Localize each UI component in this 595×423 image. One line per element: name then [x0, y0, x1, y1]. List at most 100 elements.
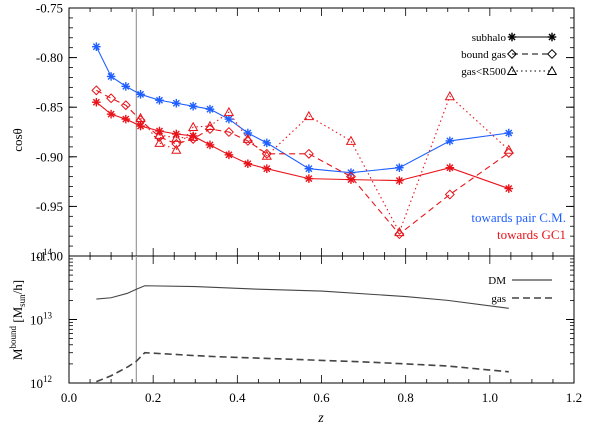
bottom-ytick-label: 1012	[30, 374, 52, 391]
bottom-y-axis-label: Mbound [Msun/h]	[8, 280, 27, 360]
xtick-label: 0.6	[313, 390, 330, 405]
data-point-asterisk	[395, 163, 404, 173]
asterisk-stroke	[548, 33, 556, 41]
legend-marker-triangle	[546, 65, 558, 75]
data-point-asterisk	[262, 164, 272, 174]
xtick-label: 1.0	[482, 390, 498, 405]
legend-marker-asterisk	[547, 32, 557, 42]
series-line-0	[95, 46, 509, 174]
ylabel-unit-sub: sun	[17, 294, 27, 307]
data-point-asterisk	[304, 164, 314, 174]
data-point-diamond	[120, 100, 131, 111]
data-point-asterisk	[224, 150, 234, 160]
data-point-asterisk	[106, 72, 116, 81]
data-point-asterisk	[346, 175, 356, 184]
asterisk-stroke	[395, 177, 403, 185]
data-point-triangle	[394, 226, 405, 237]
data-point-diamond	[444, 189, 455, 200]
bottom-ytick-label: 1013	[30, 311, 53, 328]
asterisk-stroke	[263, 165, 271, 173]
asterisk-stroke	[395, 164, 403, 172]
data-point-asterisk	[172, 98, 181, 108]
annotation-towards-gc1: towards GC1	[497, 227, 566, 242]
top-legend: subhalo bound gas gas<R500	[461, 32, 558, 78]
asterisk-stroke	[508, 33, 516, 41]
annotation-towards-pair-cm: towards pair C.M.	[471, 210, 566, 225]
top-ytick-label: -0.80	[36, 50, 63, 65]
data-point-diamond	[345, 171, 356, 182]
data-point-triangle	[187, 121, 199, 131]
data-point-triangle	[135, 112, 146, 123]
xtick-label: 0.0	[61, 390, 77, 405]
data-point-diamond	[106, 93, 117, 104]
series-gas	[96, 351, 509, 383]
top-ytick-label: -0.75	[36, 1, 63, 16]
bottom-legend: DM gas	[488, 275, 552, 305]
legend-label-bound-gas: bound gas	[461, 49, 506, 61]
data-point-asterisk	[243, 128, 253, 138]
asterisk-stroke	[244, 129, 252, 137]
data-point-triangle	[204, 120, 216, 130]
data-point-triangle	[261, 150, 272, 160]
data-point-diamond	[171, 138, 182, 149]
data-point-asterisk	[136, 121, 145, 131]
data-point-triangle	[154, 129, 165, 139]
data-point-asterisk	[205, 104, 215, 114]
data-point-diamond	[303, 148, 314, 159]
asterisk-stroke	[92, 98, 100, 106]
top-ytick-label: -0.95	[36, 199, 63, 214]
data-point-asterisk	[121, 82, 131, 91]
data-point-triangle	[345, 135, 357, 145]
asterisk-stroke	[92, 43, 100, 51]
data-point-asterisk	[205, 140, 215, 150]
top-ytick-label: -0.90	[36, 149, 63, 164]
data-point-asterisk	[106, 109, 116, 119]
asterisk-stroke	[206, 141, 214, 149]
asterisk-stroke	[155, 96, 164, 104]
ylabel-unit-open: [M	[10, 306, 25, 326]
data-point-asterisk	[262, 138, 272, 148]
asterisk-stroke	[305, 165, 313, 173]
asterisk-stroke	[172, 99, 180, 107]
data-point-asterisk	[188, 101, 198, 111]
asterisk-stroke	[122, 115, 130, 123]
data-point-asterisk	[445, 163, 455, 173]
data-point-asterisk	[224, 114, 234, 124]
series-line-1	[96, 101, 509, 190]
legend-marker-diamond	[506, 48, 518, 60]
data-point-triangle	[154, 137, 165, 147]
asterisk-stroke	[107, 72, 115, 80]
bottom-panel: 1012 1013 1014 0.0 0.2 0.4 0.6 0.8 1.0 1.2 Mbound…	[8, 247, 582, 423]
asterisk-stroke	[446, 164, 454, 172]
data-point-asterisk	[504, 128, 514, 138]
asterisk-stroke	[122, 82, 130, 90]
xtick-label: 1.2	[566, 390, 582, 405]
asterisk-stroke	[189, 132, 197, 140]
series-dm	[96, 285, 509, 309]
data-point-triangle	[242, 133, 254, 143]
data-point-triangle	[303, 110, 315, 121]
top-ytick-label: -1.00	[36, 249, 63, 264]
asterisk-stroke	[107, 110, 115, 118]
bottom-ytick-label: 1014	[30, 247, 53, 264]
legend-label-dm: DM	[488, 275, 506, 287]
legend-marker-triangle	[506, 65, 518, 75]
legend-label-gas: gas	[491, 293, 506, 305]
data-point-asterisk	[92, 42, 101, 51]
data-point-asterisk	[395, 176, 404, 185]
ylabel-sup: bound	[8, 326, 18, 349]
data-point-triangle	[187, 131, 199, 141]
data-point-triangle	[171, 144, 182, 154]
data-point-diamond	[91, 85, 102, 96]
data-point-asterisk	[155, 95, 164, 105]
xtick-label: 0.4	[229, 390, 246, 405]
legend-marker-diamond	[546, 48, 558, 60]
asterisk-stroke	[505, 129, 513, 137]
series-line-4	[159, 134, 194, 139]
data-point-asterisk	[445, 136, 455, 146]
data-point-diamond	[223, 126, 234, 138]
asterisk-stroke	[206, 105, 214, 113]
series-line-2	[96, 89, 510, 235]
x-axis-label: z	[317, 411, 324, 423]
